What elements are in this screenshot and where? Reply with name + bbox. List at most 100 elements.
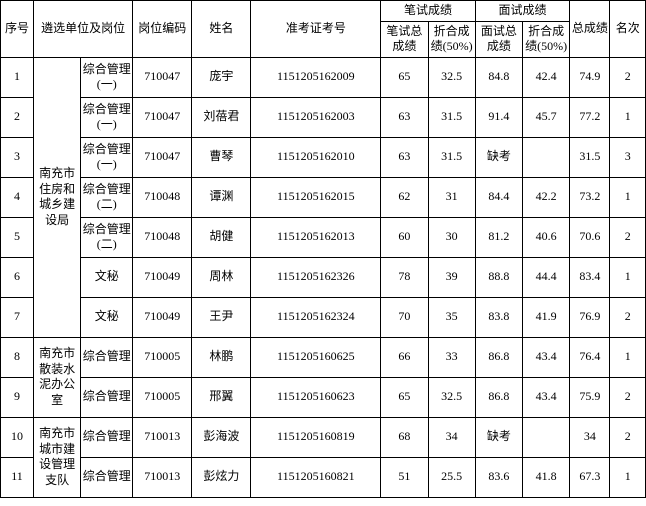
cell-exam-no: 1151205160821 bbox=[251, 457, 381, 497]
cell-name: 王尹 bbox=[192, 297, 251, 337]
cell-rank: 1 bbox=[610, 457, 646, 497]
cell-seq: 6 bbox=[1, 257, 34, 297]
cell-interview-conv bbox=[523, 137, 570, 177]
cell-rank: 3 bbox=[610, 137, 646, 177]
cell-seq: 11 bbox=[1, 457, 34, 497]
cell-code: 710047 bbox=[133, 97, 192, 137]
cell-position: 综合管理 bbox=[81, 457, 133, 497]
table-header: 序号 遴选单位及岗位 岗位编码 姓名 准考证考号 笔试成绩 面试成绩 总成绩 名… bbox=[1, 1, 646, 58]
cell-interview-conv: 43.4 bbox=[523, 377, 570, 417]
cell-written: 62 bbox=[381, 177, 428, 217]
cell-seq: 4 bbox=[1, 177, 34, 217]
cell-interview-conv: 43.4 bbox=[523, 337, 570, 377]
cell-interview: 84.8 bbox=[475, 57, 522, 97]
cell-seq: 7 bbox=[1, 297, 34, 337]
table-row: 11综合管理710013彭炫力11512051608215125.583.641… bbox=[1, 457, 646, 497]
cell-interview-conv: 42.4 bbox=[523, 57, 570, 97]
cell-code: 710013 bbox=[133, 417, 192, 457]
header-interview-conv: 折合成绩(50%) bbox=[523, 21, 570, 57]
cell-rank: 1 bbox=[610, 177, 646, 217]
cell-code: 710047 bbox=[133, 57, 192, 97]
cell-written: 60 bbox=[381, 217, 428, 257]
cell-rank: 1 bbox=[610, 337, 646, 377]
cell-name: 彭海波 bbox=[192, 417, 251, 457]
cell-exam-no: 1151205160819 bbox=[251, 417, 381, 457]
cell-rank: 1 bbox=[610, 257, 646, 297]
cell-written: 63 bbox=[381, 137, 428, 177]
cell-exam-no: 1151205160625 bbox=[251, 337, 381, 377]
cell-seq: 2 bbox=[1, 97, 34, 137]
cell-interview-conv: 45.7 bbox=[523, 97, 570, 137]
cell-code: 710005 bbox=[133, 337, 192, 377]
cell-name: 胡健 bbox=[192, 217, 251, 257]
cell-seq: 3 bbox=[1, 137, 34, 177]
cell-name: 周林 bbox=[192, 257, 251, 297]
cell-written: 70 bbox=[381, 297, 428, 337]
header-exam-no: 准考证考号 bbox=[251, 1, 381, 58]
table-body: 1南充市住房和城乡建设局综合管理(一)710047庞宇1151205162009… bbox=[1, 57, 646, 497]
cell-total: 76.9 bbox=[570, 297, 610, 337]
table-row: 8南充市散装水泥办公室综合管理710005林鹏11512051606256633… bbox=[1, 337, 646, 377]
cell-rank: 2 bbox=[610, 297, 646, 337]
header-written-conv: 折合成绩(50%) bbox=[428, 21, 475, 57]
table-row: 4综合管理(二)710048谭渊1151205162015623184.442.… bbox=[1, 177, 646, 217]
cell-name: 林鹏 bbox=[192, 337, 251, 377]
cell-written-conv: 32.5 bbox=[428, 377, 475, 417]
cell-seq: 8 bbox=[1, 337, 34, 377]
cell-name: 谭渊 bbox=[192, 177, 251, 217]
cell-name: 彭炫力 bbox=[192, 457, 251, 497]
cell-name: 刘蓓君 bbox=[192, 97, 251, 137]
cell-seq: 10 bbox=[1, 417, 34, 457]
table-row: 10南充市城市建设管理支队综合管理710013彭海波11512051608196… bbox=[1, 417, 646, 457]
header-rank: 名次 bbox=[610, 1, 646, 58]
cell-total: 76.4 bbox=[570, 337, 610, 377]
cell-written: 68 bbox=[381, 417, 428, 457]
cell-interview: 88.8 bbox=[475, 257, 522, 297]
cell-interview: 83.8 bbox=[475, 297, 522, 337]
table-row: 6文秘710049周林1151205162326783988.844.483.4… bbox=[1, 257, 646, 297]
cell-written-conv: 31.5 bbox=[428, 97, 475, 137]
cell-written: 78 bbox=[381, 257, 428, 297]
cell-written: 65 bbox=[381, 377, 428, 417]
cell-rank: 2 bbox=[610, 377, 646, 417]
cell-position: 文秘 bbox=[81, 297, 133, 337]
cell-unit: 南充市散装水泥办公室 bbox=[34, 337, 81, 417]
cell-exam-no: 1151205162010 bbox=[251, 137, 381, 177]
cell-position: 综合管理(一) bbox=[81, 97, 133, 137]
cell-seq: 1 bbox=[1, 57, 34, 97]
cell-interview-conv: 44.4 bbox=[523, 257, 570, 297]
cell-interview-conv: 41.8 bbox=[523, 457, 570, 497]
cell-interview: 86.8 bbox=[475, 377, 522, 417]
cell-written-conv: 33 bbox=[428, 337, 475, 377]
cell-written: 66 bbox=[381, 337, 428, 377]
cell-code: 710049 bbox=[133, 257, 192, 297]
cell-written-conv: 32.5 bbox=[428, 57, 475, 97]
cell-interview: 缺考 bbox=[475, 137, 522, 177]
table-row: 5综合管理(二)710048胡健1151205162013603081.240.… bbox=[1, 217, 646, 257]
cell-exam-no: 1151205162009 bbox=[251, 57, 381, 97]
cell-exam-no: 1151205162003 bbox=[251, 97, 381, 137]
cell-name: 邢翼 bbox=[192, 377, 251, 417]
header-seq: 序号 bbox=[1, 1, 34, 58]
cell-written-conv: 30 bbox=[428, 217, 475, 257]
cell-interview: 83.6 bbox=[475, 457, 522, 497]
cell-interview: 86.8 bbox=[475, 337, 522, 377]
cell-position: 综合管理(一) bbox=[81, 57, 133, 97]
cell-exam-no: 1151205162324 bbox=[251, 297, 381, 337]
cell-written-conv: 39 bbox=[428, 257, 475, 297]
cell-seq: 9 bbox=[1, 377, 34, 417]
cell-written: 63 bbox=[381, 97, 428, 137]
cell-rank: 2 bbox=[610, 417, 646, 457]
cell-written: 51 bbox=[381, 457, 428, 497]
cell-interview-conv bbox=[523, 417, 570, 457]
cell-interview: 84.4 bbox=[475, 177, 522, 217]
header-interview-group: 面试成绩 bbox=[475, 1, 570, 22]
cell-total: 67.3 bbox=[570, 457, 610, 497]
header-total: 总成绩 bbox=[570, 1, 610, 58]
header-written-group: 笔试成绩 bbox=[381, 1, 476, 22]
table-row: 1南充市住房和城乡建设局综合管理(一)710047庞宇1151205162009… bbox=[1, 57, 646, 97]
cell-written: 65 bbox=[381, 57, 428, 97]
cell-code: 710049 bbox=[133, 297, 192, 337]
cell-written-conv: 31.5 bbox=[428, 137, 475, 177]
cell-interview: 缺考 bbox=[475, 417, 522, 457]
